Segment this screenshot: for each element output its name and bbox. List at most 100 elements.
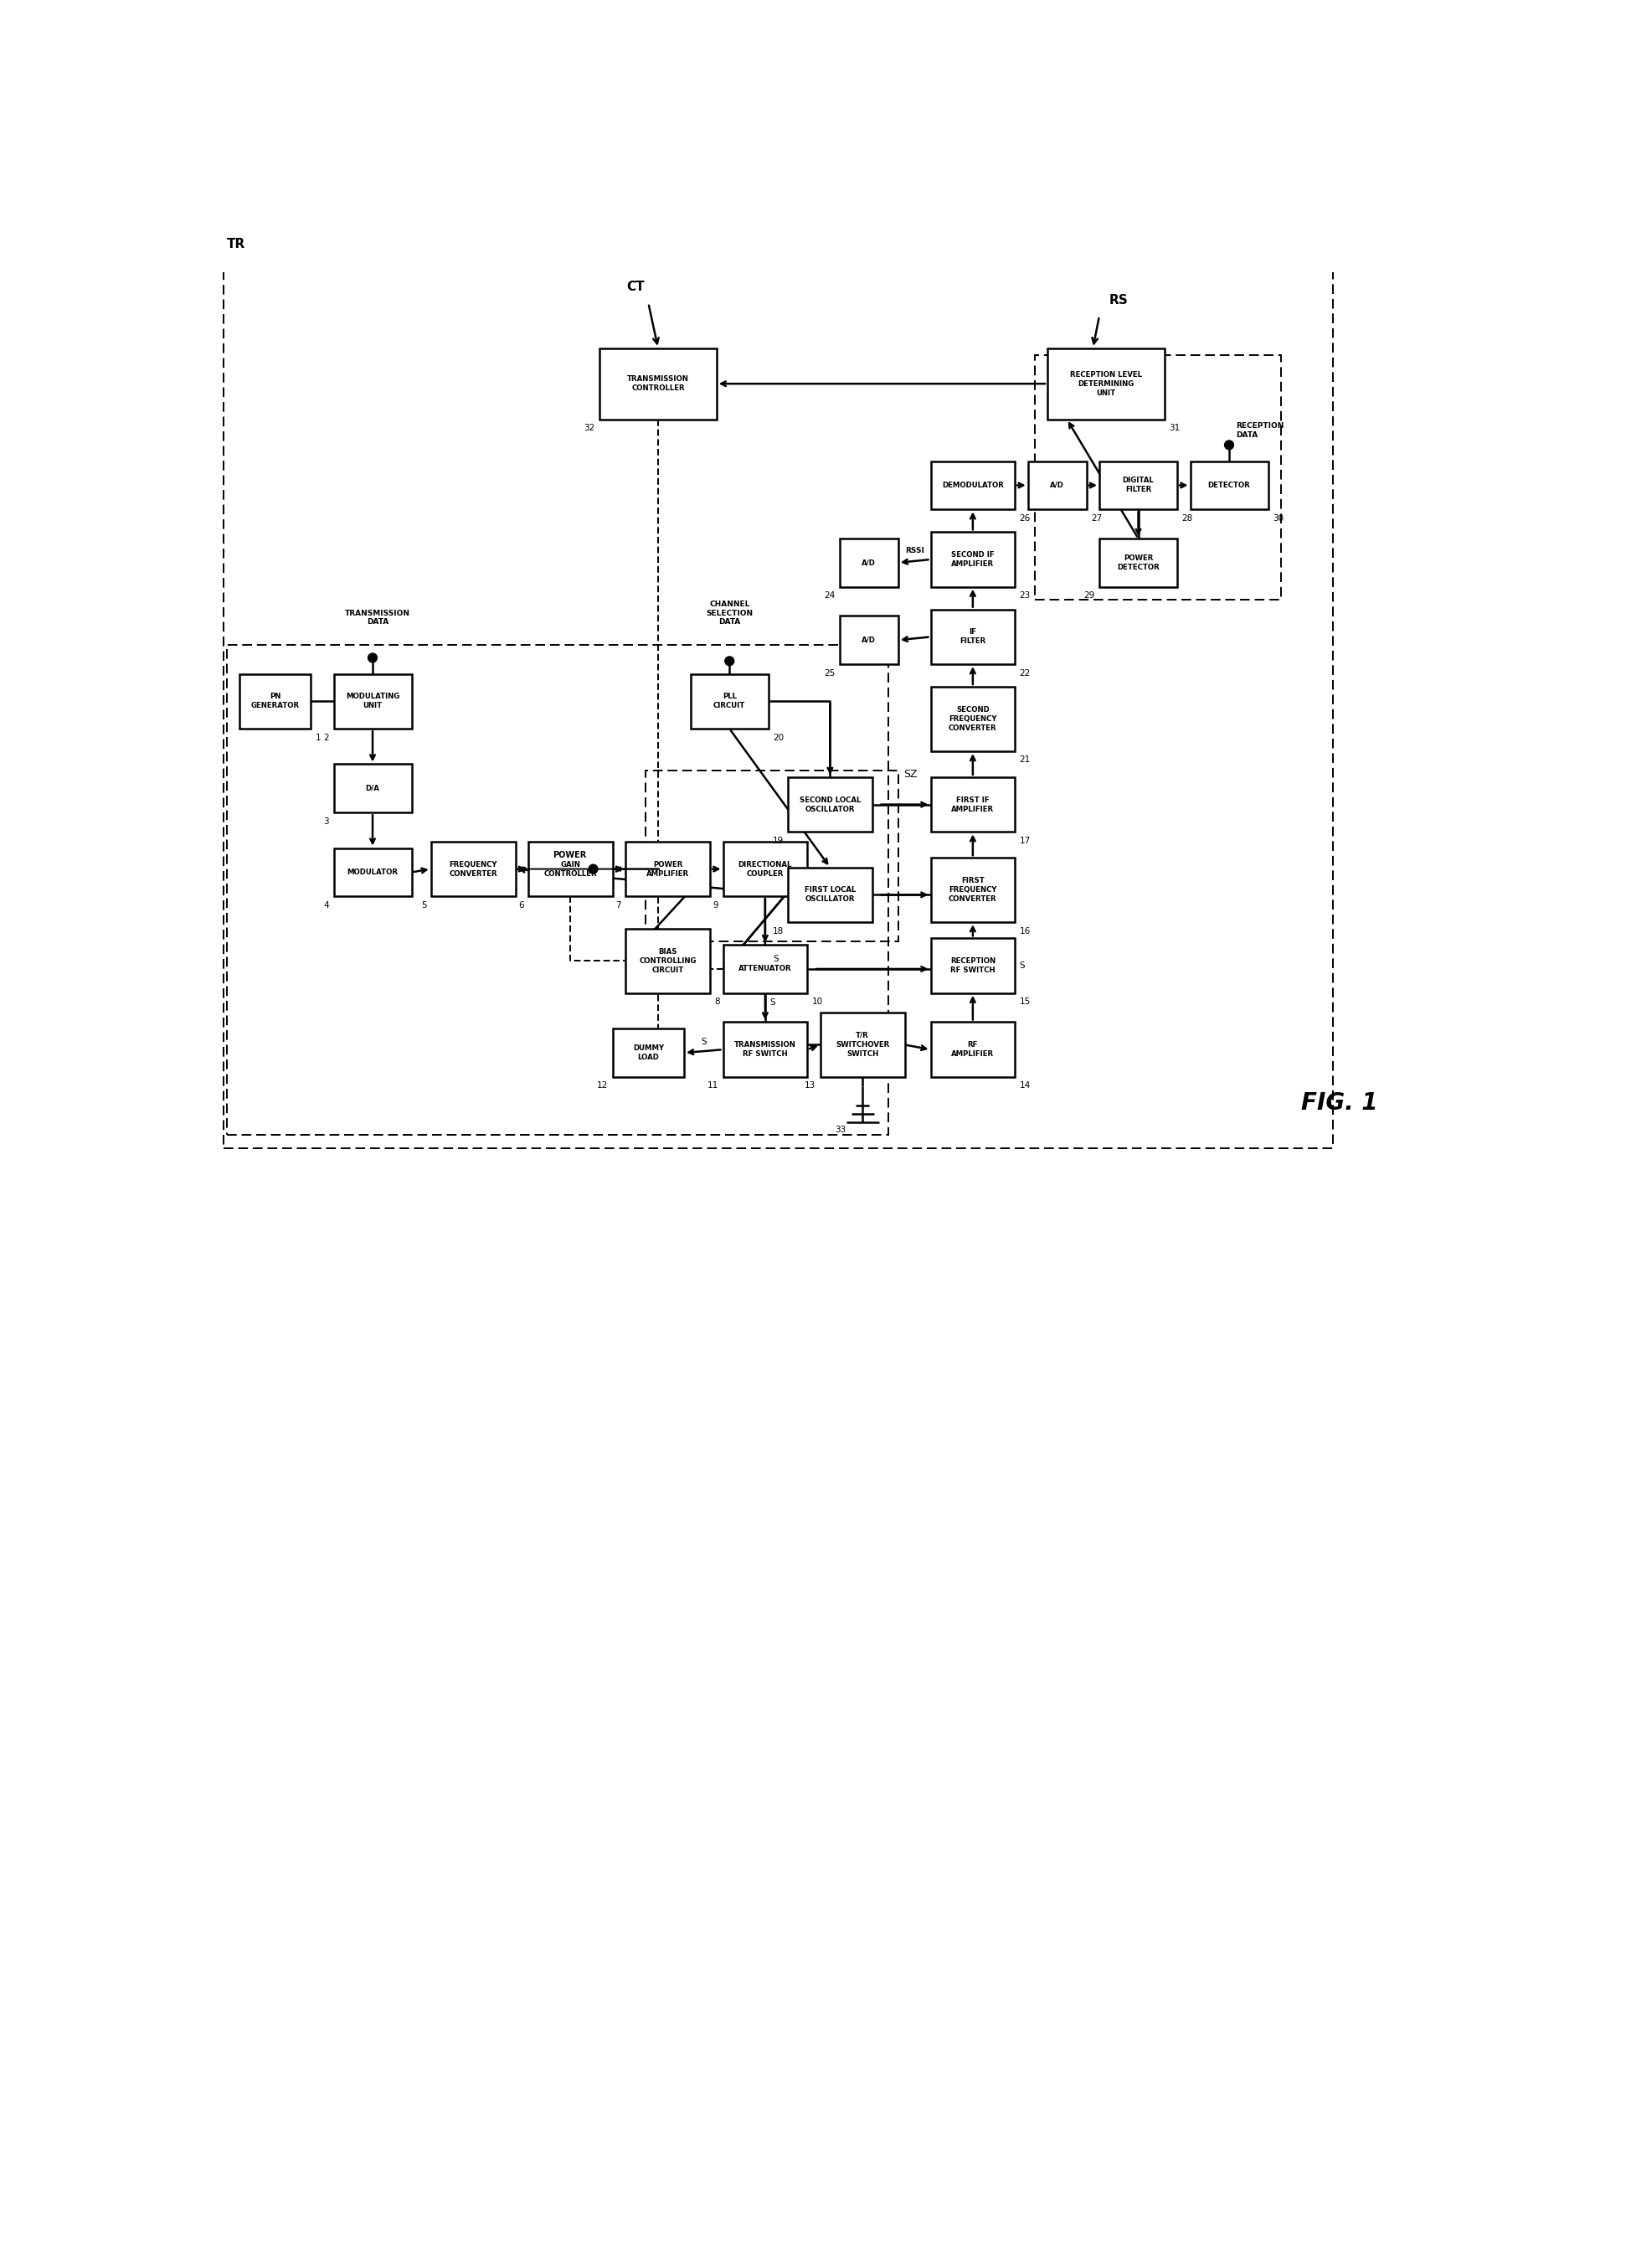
Text: S: S — [701, 1039, 706, 1046]
Bar — [1099, 460, 1178, 510]
Bar — [626, 841, 709, 896]
Text: CT: CT — [626, 281, 644, 293]
Text: IF
FILTER: IF FILTER — [959, 628, 985, 646]
Text: DIRECTIONAL
COUPLER: DIRECTIONAL COUPLER — [739, 860, 793, 878]
Text: RS: RS — [1109, 295, 1129, 306]
Text: T/R
SWITCHOVER
SWITCH: T/R SWITCHOVER SWITCH — [835, 1032, 889, 1057]
Text: 5: 5 — [421, 900, 426, 909]
Bar — [528, 841, 613, 896]
Text: A/D: A/D — [861, 637, 876, 644]
Text: RSSI: RSSI — [905, 547, 925, 553]
Bar — [723, 1023, 807, 1077]
Text: FREQUENCY
CONVERTER: FREQUENCY CONVERTER — [449, 860, 497, 878]
Text: CHANNEL
SELECTION
DATA: CHANNEL SELECTION DATA — [706, 601, 754, 626]
Text: 1: 1 — [315, 733, 321, 742]
Text: A/D: A/D — [1050, 481, 1063, 490]
Text: FIRST IF
AMPLIFIER: FIRST IF AMPLIFIER — [951, 796, 995, 812]
Bar — [931, 460, 1014, 510]
Text: S: S — [773, 955, 778, 964]
Text: 11: 11 — [708, 1082, 718, 1091]
Bar — [613, 1030, 683, 1077]
Text: DIGITAL
FILTER: DIGITAL FILTER — [1122, 476, 1155, 494]
Text: 26: 26 — [1019, 515, 1031, 522]
Circle shape — [1225, 440, 1233, 449]
Bar — [931, 610, 1014, 665]
Text: 16: 16 — [1019, 928, 1031, 934]
Text: 19: 19 — [771, 837, 783, 844]
Text: 4: 4 — [323, 900, 329, 909]
Bar — [1028, 460, 1086, 510]
Text: 3: 3 — [323, 816, 329, 826]
Bar — [931, 778, 1014, 832]
Text: 7: 7 — [615, 900, 621, 909]
Circle shape — [369, 653, 377, 662]
Bar — [788, 866, 873, 923]
Text: TR: TR — [227, 238, 245, 252]
Text: POWER
AMPLIFIER: POWER AMPLIFIER — [646, 860, 690, 878]
Text: 31: 31 — [1169, 424, 1179, 433]
Text: POWER: POWER — [553, 850, 587, 860]
Bar — [334, 674, 411, 728]
Bar — [334, 764, 411, 812]
Bar — [227, 644, 889, 1134]
Text: 8: 8 — [714, 998, 721, 1007]
Text: FIRST
FREQUENCY
CONVERTER: FIRST FREQUENCY CONVERTER — [949, 878, 997, 903]
Text: 6: 6 — [519, 900, 524, 909]
Text: POWER
DETECTOR: POWER DETECTOR — [1117, 553, 1160, 572]
Text: TRANSMISSION
DATA: TRANSMISSION DATA — [346, 610, 411, 626]
Bar — [223, 259, 1333, 1148]
Text: DUMMY
LOAD: DUMMY LOAD — [633, 1043, 664, 1061]
Text: DETECTOR: DETECTOR — [1209, 481, 1251, 490]
Text: FIRST LOCAL
OSCILLATOR: FIRST LOCAL OSCILLATOR — [804, 887, 856, 903]
Bar — [334, 848, 411, 896]
Text: 12: 12 — [597, 1082, 608, 1091]
Text: TRANSMISSION
CONTROLLER: TRANSMISSION CONTROLLER — [628, 374, 688, 392]
Text: SECOND IF
AMPLIFIER: SECOND IF AMPLIFIER — [951, 551, 995, 567]
Text: S: S — [1019, 962, 1024, 971]
Text: D/A: D/A — [365, 785, 380, 792]
Text: ATTENUATOR: ATTENUATOR — [739, 966, 791, 973]
Circle shape — [724, 655, 734, 665]
Text: RECEPTION
DATA: RECEPTION DATA — [1236, 422, 1284, 438]
Text: BIAS
CONTROLLING
CIRCUIT: BIAS CONTROLLING CIRCUIT — [639, 948, 696, 973]
Bar — [1034, 354, 1280, 599]
Bar — [723, 841, 807, 896]
Text: PLL
CIRCUIT: PLL CIRCUIT — [713, 694, 745, 710]
Text: 14: 14 — [1019, 1082, 1031, 1091]
Text: 23: 23 — [1019, 592, 1031, 599]
Text: 15: 15 — [1019, 998, 1031, 1007]
Text: 9: 9 — [713, 900, 718, 909]
Text: MODULATING
UNIT: MODULATING UNIT — [346, 694, 400, 710]
Text: 30: 30 — [1272, 515, 1284, 522]
Text: RECEPTION LEVEL
DETERMINING
UNIT: RECEPTION LEVEL DETERMINING UNIT — [1070, 370, 1142, 397]
Text: TRANSMISSION
RF SWITCH: TRANSMISSION RF SWITCH — [734, 1041, 796, 1057]
Text: A/D: A/D — [861, 558, 876, 567]
Bar — [931, 939, 1014, 993]
Bar — [931, 1023, 1014, 1077]
Bar — [840, 617, 899, 665]
Text: 24: 24 — [824, 592, 835, 599]
Text: PN
GENERATOR: PN GENERATOR — [251, 694, 300, 710]
Bar — [723, 946, 807, 993]
Text: 13: 13 — [804, 1082, 816, 1091]
Text: RF
AMPLIFIER: RF AMPLIFIER — [951, 1041, 995, 1057]
Text: 29: 29 — [1083, 592, 1094, 599]
Text: 10: 10 — [812, 998, 824, 1007]
Text: S: S — [770, 998, 775, 1007]
Text: GAIN
CONTROLLER: GAIN CONTROLLER — [543, 860, 597, 878]
Bar — [840, 538, 899, 587]
Text: 25: 25 — [824, 669, 835, 678]
Bar — [931, 687, 1014, 751]
Text: 27: 27 — [1091, 515, 1103, 522]
Text: MODULATOR: MODULATOR — [347, 869, 398, 875]
Bar — [626, 928, 709, 993]
Bar — [431, 841, 515, 896]
Bar — [931, 533, 1014, 587]
Text: 22: 22 — [1019, 669, 1031, 678]
Bar — [1191, 460, 1267, 510]
Text: SZ: SZ — [904, 769, 917, 780]
Bar — [240, 674, 312, 728]
Text: 17: 17 — [1019, 837, 1031, 844]
Text: 18: 18 — [771, 928, 783, 934]
Bar — [1099, 538, 1178, 587]
